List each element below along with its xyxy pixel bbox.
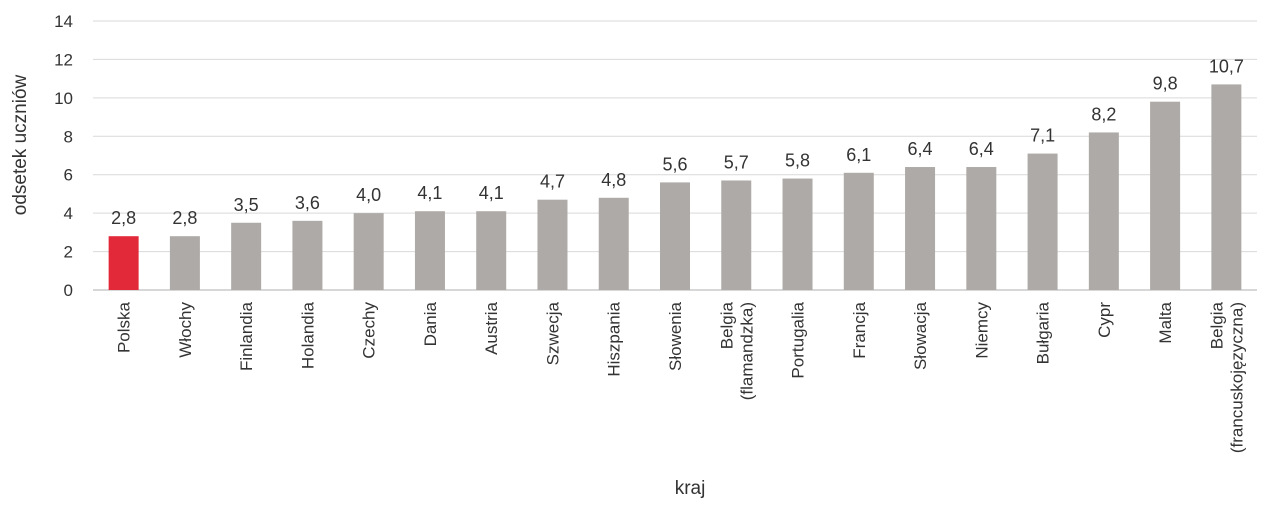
- x-category: Dania: [421, 301, 440, 346]
- data-label: 4,8: [601, 170, 626, 190]
- data-label: 5,8: [785, 151, 810, 171]
- x-category-label: Bułgaria: [1034, 301, 1053, 364]
- x-category: Finlandia: [237, 301, 256, 371]
- bar: [476, 211, 507, 290]
- data-label: 4,0: [356, 185, 381, 205]
- bar: [353, 213, 384, 290]
- data-label: 10,7: [1209, 56, 1244, 76]
- x-axis-title: kraj: [675, 478, 706, 499]
- x-axis-categories: Polska Włochy Finlandia Holandia Czechy Dania…: [115, 301, 1247, 453]
- bar: [905, 167, 936, 290]
- bar: [169, 236, 200, 290]
- data-label: 9,8: [1153, 74, 1178, 94]
- y-tick-label: 10: [54, 89, 73, 108]
- x-category-label: Malta: [1156, 301, 1175, 343]
- x-category-label: Finlandia: [237, 301, 256, 371]
- y-tick-label: 14: [54, 12, 73, 31]
- y-tick-label: 12: [54, 50, 73, 69]
- y-tick-label: 0: [64, 281, 73, 300]
- x-category-label: Hiszpania: [605, 301, 624, 376]
- bar: [414, 211, 445, 290]
- x-category-label: Czechy: [360, 302, 379, 359]
- x-category: Słowenia: [666, 301, 685, 371]
- x-category: Francja: [850, 301, 869, 358]
- bars: [108, 84, 1242, 291]
- x-category-label: Belgia: [717, 301, 736, 349]
- x-category-label: (francuskojęzyczna): [1227, 302, 1246, 453]
- x-category-label: Francja: [850, 301, 869, 358]
- x-category-label: Szwecja: [543, 301, 562, 365]
- data-label: 2,8: [172, 208, 197, 228]
- data-label: 6,4: [908, 139, 933, 159]
- x-category-label: Polska: [115, 301, 134, 353]
- x-category-label: Niemcy: [972, 302, 991, 359]
- data-label: 6,4: [969, 139, 994, 159]
- data-labels: 2,8 2,8 3,5 3,6 4,0 4,1 4,1 4,7 4,8 5,6 5,7 5,8 6,1 6…: [111, 56, 1244, 228]
- x-category-label: Dania: [421, 301, 440, 346]
- x-category-label: Portugalia: [789, 301, 808, 378]
- data-label: 3,5: [234, 195, 259, 215]
- data-label: 5,7: [724, 152, 749, 172]
- x-category-label: Cypr: [1095, 302, 1114, 338]
- bar: [292, 220, 323, 290]
- x-category: Austria: [482, 301, 501, 354]
- data-label: 7,1: [1030, 126, 1055, 146]
- x-category: Bułgaria: [1034, 301, 1053, 364]
- bar: [598, 197, 629, 290]
- x-category: Niemcy: [972, 302, 991, 359]
- x-category-label: Włochy: [176, 302, 195, 358]
- bar: [843, 172, 874, 290]
- data-label: 8,2: [1091, 104, 1116, 124]
- x-category: Cypr: [1095, 302, 1114, 338]
- x-category: Holandia: [298, 301, 317, 369]
- x-category: Belgia (flamandzka): [717, 301, 756, 400]
- data-label: 3,6: [295, 193, 320, 213]
- y-axis-title: odsetek uczniów: [10, 74, 31, 215]
- x-category: Czechy: [360, 302, 379, 359]
- data-label: 2,8: [111, 208, 136, 228]
- x-category-label: Holandia: [298, 301, 317, 369]
- x-category: Polska: [115, 301, 134, 353]
- x-category: Portugalia: [789, 301, 808, 378]
- y-tick-label: 2: [64, 243, 73, 262]
- x-category: Belgia (francuskojęzyczna): [1207, 301, 1246, 453]
- data-label: 4,7: [540, 172, 565, 192]
- data-label: 6,1: [846, 145, 871, 165]
- gridlines: [93, 20, 1257, 291]
- x-category-label: Belgia: [1207, 301, 1226, 349]
- data-label: 4,1: [479, 183, 504, 203]
- bar: [537, 199, 568, 290]
- bar: [1150, 101, 1181, 290]
- bar: [782, 178, 813, 290]
- bar: [1211, 84, 1242, 291]
- x-category: Hiszpania: [605, 301, 624, 376]
- y-tick-label: 8: [64, 127, 73, 146]
- y-tick-label: 4: [64, 204, 73, 223]
- bar: [1088, 132, 1119, 290]
- bar: [660, 182, 690, 290]
- y-axis-ticks: 0 2 4 6 8 10 12 14: [54, 12, 73, 300]
- data-label: 4,1: [417, 183, 442, 203]
- bar: [1027, 153, 1058, 290]
- bar: [108, 236, 139, 290]
- data-label: 5,6: [662, 154, 687, 174]
- x-category-label: Austria: [482, 301, 501, 354]
- bar: [966, 167, 997, 290]
- x-category-label: (flamandzka): [737, 302, 756, 400]
- bar: [231, 222, 262, 290]
- x-category: Słowacja: [911, 301, 930, 370]
- x-category: Malta: [1156, 301, 1175, 343]
- y-tick-label: 6: [64, 166, 73, 185]
- bar: [721, 180, 752, 290]
- x-category-label: Słowenia: [666, 301, 685, 371]
- x-category-label: Słowacja: [911, 301, 930, 370]
- x-category: Włochy: [176, 302, 195, 358]
- x-category: Szwecja: [543, 301, 562, 365]
